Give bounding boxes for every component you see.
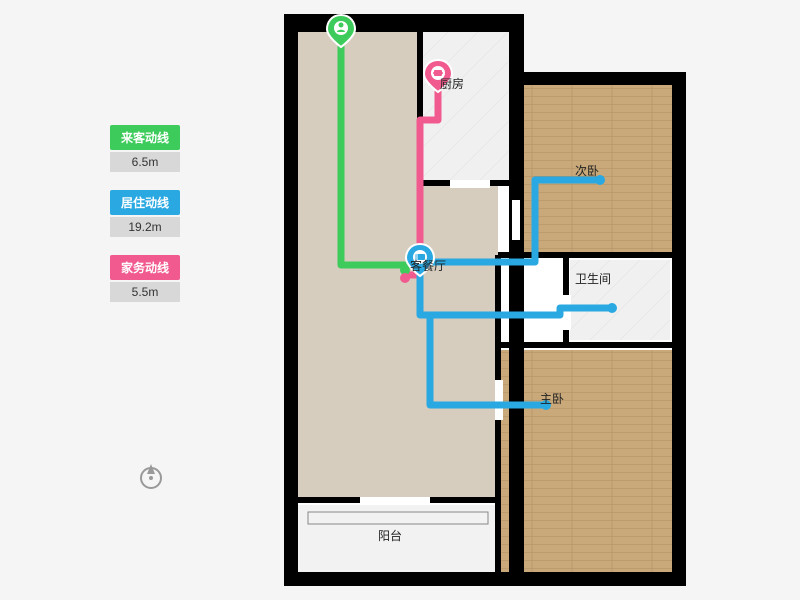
legend-guest-value: 6.5m	[110, 152, 180, 172]
label-balcony: 阳台	[378, 528, 402, 543]
label-bath: 卫生间	[575, 272, 611, 286]
legend-living-label: 居住动线	[110, 190, 180, 215]
legend-housework-label: 家务动线	[110, 255, 180, 280]
label-living: 客餐厅	[410, 258, 446, 273]
legend: 来客动线 6.5m 居住动线 19.2m 家务动线 5.5m	[110, 125, 180, 320]
legend-living-value: 19.2m	[110, 217, 180, 237]
legend-living: 居住动线 19.2m	[110, 190, 180, 237]
legend-guest-label: 来客动线	[110, 125, 180, 150]
legend-housework-value: 5.5m	[110, 282, 180, 302]
label-bed1: 主卧	[540, 392, 564, 406]
compass-icon	[135, 460, 167, 492]
room-bed1	[498, 350, 672, 572]
legend-housework: 家务动线 5.5m	[110, 255, 180, 302]
room-kitchen	[420, 28, 515, 183]
legend-guest: 来客动线 6.5m	[110, 125, 180, 172]
label-kitchen: 厨房	[440, 76, 464, 91]
label-bed2: 次卧	[575, 164, 599, 178]
